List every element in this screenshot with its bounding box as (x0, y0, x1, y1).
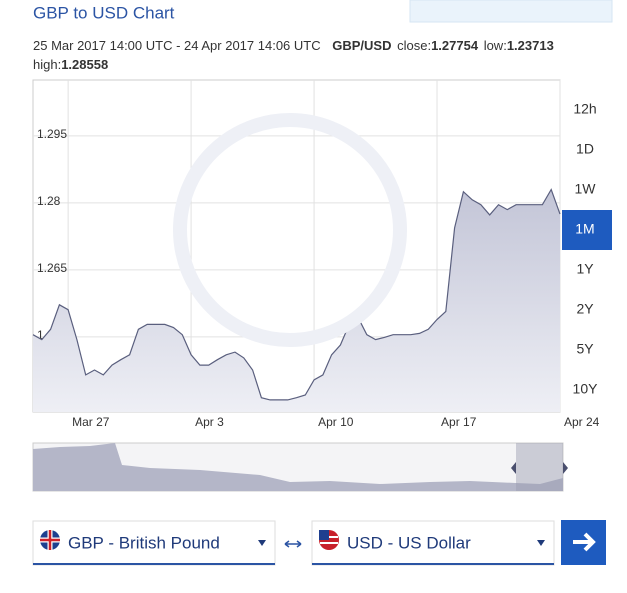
y-tick-label: 1.28 (37, 194, 61, 208)
range-button[interactable] (562, 290, 612, 330)
info-low-label: low: (484, 38, 507, 53)
info-line-2: high:1.28558 (33, 57, 108, 72)
watermark (173, 113, 407, 347)
from-select[interactable]: GBP - British Pound (32, 520, 276, 566)
info-pair: GBP/USD (332, 38, 391, 53)
range-button-label: 5Y (576, 341, 594, 357)
info-high-label: high: (33, 57, 61, 72)
navigator-window (516, 443, 563, 491)
range-button[interactable] (562, 250, 612, 290)
x-tick-label: Apr 10 (318, 415, 354, 429)
info-high: 1.28558 (61, 57, 108, 72)
range-button-label: 1D (576, 141, 594, 157)
range-button-label: 1W (575, 181, 597, 197)
x-tick-label: Apr 3 (195, 415, 224, 429)
y-tick-label: 1.265 (37, 261, 67, 275)
price-line (32, 188, 561, 401)
info-line: 25 Mar 2017 14:00 UTC - 24 Apr 2017 14:0… (33, 38, 554, 53)
info-close: 1.27754 (431, 38, 479, 53)
info-low: 1.23713 (507, 38, 554, 53)
ad-box (409, 0, 613, 23)
to-select[interactable]: USD - US Dollar (311, 520, 555, 566)
info-close-label: close: (397, 38, 431, 53)
from-currency: GBP - British Pound (68, 533, 220, 552)
range-button[interactable] (562, 370, 612, 410)
range-button[interactable] (562, 210, 612, 250)
x-tick-label: Mar 27 (72, 415, 110, 429)
range-buttons: 12h 1D 1W 1M 1Y 2Y 5Y 10Y (562, 90, 612, 410)
range-button-label: 10Y (573, 381, 599, 397)
x-tick-label: Apr 24 (564, 415, 600, 429)
range-button-label: 2Y (576, 301, 594, 317)
navigator-area (33, 443, 563, 491)
range-button-label: 1M (575, 221, 594, 237)
range-button[interactable] (562, 130, 612, 170)
range-button[interactable] (562, 170, 612, 210)
range-button-label: 12h (573, 101, 596, 117)
range-button[interactable] (562, 90, 612, 130)
y-tick-label: 1.295 (37, 127, 67, 141)
info-range: 25 Mar 2017 14:00 UTC - 24 Apr 2017 14:0… (33, 38, 321, 53)
to-currency: USD - US Dollar (347, 533, 471, 552)
x-tick-label: Apr 17 (441, 415, 477, 429)
range-button-label: 1Y (576, 261, 594, 277)
swap-icon[interactable] (284, 540, 302, 548)
area-fill (33, 189, 560, 412)
range-button[interactable] (562, 330, 612, 370)
convert-button[interactable] (561, 520, 606, 565)
chart-title: GBP to USD Chart (33, 3, 175, 22)
